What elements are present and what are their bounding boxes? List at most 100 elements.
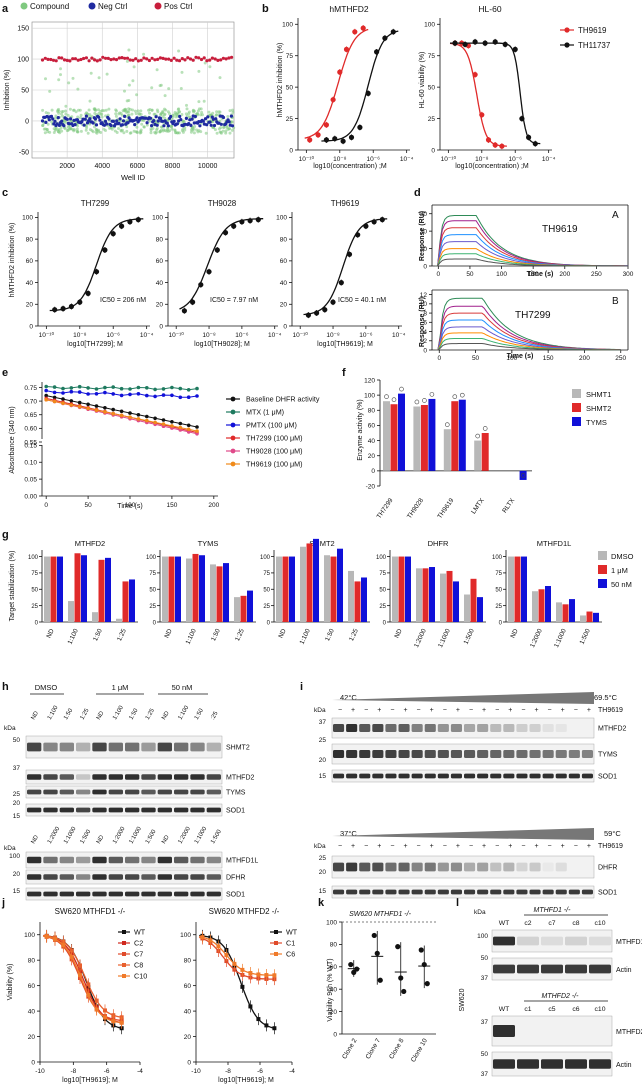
neg-ctrl-point: [178, 114, 182, 119]
blot-h-lane-label: ND: [96, 710, 106, 721]
blot-i-sign-bottom: −: [469, 843, 473, 850]
blot-i-TYMS-band: [359, 750, 371, 758]
blot-i-sign-bottom: −: [417, 843, 421, 850]
blot-l-MTHFD1-band: [517, 936, 539, 946]
blot-i-SOD1-band: [346, 889, 358, 895]
data-point-C10: [86, 992, 91, 997]
neg-ctrl-point: [169, 114, 173, 119]
neg-ctrl-point: [209, 123, 213, 127]
legend-neg: Neg Ctrl: [98, 2, 128, 11]
e-ytick-label: 0.75: [24, 385, 37, 392]
pos-ctrl-point: [117, 56, 121, 60]
blot-i-kda-marker: 15: [319, 773, 327, 780]
bar-DMSO: [324, 555, 330, 622]
blot-h-DFHR-band: [141, 874, 156, 880]
blot-l-cell: SW620: [459, 988, 466, 1011]
blot-i-sign-bottom: −: [495, 843, 499, 850]
blot-i-kda-marker: 25: [319, 737, 327, 744]
blot-l-Actin-2-band: [517, 1059, 539, 1069]
pos-ctrl-point: [73, 57, 77, 61]
compound-point: [87, 108, 91, 112]
data-point-TH7299: [60, 306, 66, 312]
pos-ctrl-point: [172, 56, 176, 60]
blot-h-TYMS-band: [43, 789, 58, 795]
data-point-TH11737: [365, 90, 371, 96]
blot-h-TYMS-band: [59, 789, 74, 795]
pos-ctrl-point: [49, 57, 53, 62]
d2-xtick-label: 0: [437, 355, 441, 362]
neg-ctrl-point: [52, 122, 56, 126]
blot-i-SOD1-band: [385, 889, 397, 895]
k-category-label: Clone 7: [365, 1037, 382, 1060]
pos-ctrl-point: [156, 57, 160, 62]
k-data-point: [424, 981, 430, 987]
compound-point: [48, 130, 52, 134]
d2-ytick-label: 4: [423, 329, 427, 336]
compound-point: [148, 111, 151, 115]
axis-label-c1-x: log10[TH7299]; M: [67, 341, 123, 348]
j2-ytick-label: 20: [184, 1034, 192, 1041]
blot-l-MTHFD1-band: [541, 936, 563, 946]
g-subplot-title-MTHFD2: MTHFD2: [75, 539, 105, 548]
blot-i-MTHFD2-band: [424, 724, 436, 732]
blot-i-TYMS-band: [477, 750, 489, 758]
c3-xtick-label: 10⁻⁶: [359, 332, 373, 339]
compound-point: [150, 108, 154, 112]
bar-50 nM: [405, 556, 411, 622]
pos-ctrl-point: [65, 58, 69, 63]
panel-label-h: h: [2, 681, 9, 693]
compound-point: [150, 86, 154, 90]
blot-h-DFHR-band: [190, 874, 205, 880]
pos-ctrl-point: [106, 56, 110, 61]
compound-point: [113, 129, 117, 133]
chart-j1: SW620 MTHFD1 -/- Viability (%) log10[TH9…: [7, 907, 147, 1084]
blot-h-lane-label: ND: [161, 710, 171, 721]
data-point-TH11737: [502, 41, 508, 48]
d1-xtick-label: 200: [559, 271, 570, 278]
neg-ctrl-point: [155, 123, 159, 127]
compound-point: [122, 131, 126, 135]
blot-h-MTHFD2-band: [27, 774, 42, 780]
g-ytick-label: 50: [263, 588, 270, 594]
data-point-TH11737: [357, 124, 363, 130]
k-data-point: [421, 961, 427, 968]
blot-h-lane-label: 1:25: [80, 707, 91, 721]
data-point-C10: [69, 954, 74, 959]
data-point-C6: [248, 971, 253, 976]
data-point-TH9619: [371, 219, 377, 225]
bar-1 μM: [98, 559, 105, 622]
blot-h-lane-label-bottom: 1:2000: [112, 826, 127, 845]
j2-ytick-label: 0: [187, 1059, 191, 1066]
blot-l-kda-marker: 100: [477, 933, 488, 940]
g-ytick-label: 100: [492, 555, 503, 561]
blot-h-MTHFD2-band: [125, 774, 140, 780]
data-point-TH7299: [119, 223, 125, 229]
compound-point: [117, 112, 121, 116]
b1-xtick-label: 10⁻⁴: [400, 156, 414, 163]
chart-f: Enzyme activity (%) 120100806040200-20TH…: [357, 377, 611, 520]
k-ytick-label: 0: [333, 1031, 337, 1038]
blot-h-SOD1-band: [206, 891, 221, 897]
g-subplot-title-DHFR: DHFR: [428, 539, 449, 548]
blot-i-SOD1-band: [437, 773, 449, 779]
compound-point: [125, 129, 129, 133]
legend-swatch-f: [572, 417, 581, 426]
compound-point: [191, 128, 195, 132]
blot-l-kda-marker-2: 37: [481, 1019, 489, 1026]
neg-ctrl-point: [120, 123, 124, 127]
data-point-TH9619: [315, 132, 321, 138]
data-point-C10: [103, 1015, 107, 1020]
blot-i-kda-marker: 37: [319, 719, 327, 726]
k-ytick-label: 20: [330, 1009, 338, 1016]
compound-point: [117, 127, 120, 130]
blot-h-lane-label-bottom: 1:1000: [129, 826, 144, 845]
blot-h-DFHR-band: [174, 874, 189, 880]
blot-h-lane-label: 1:25: [145, 707, 156, 721]
c3-ytick-label: 20: [280, 302, 288, 309]
bar-50 nM: [521, 556, 527, 622]
blot-i-sign-top: −: [338, 707, 342, 714]
j1-xtick-label: -6: [104, 1068, 110, 1075]
compound-point: [75, 129, 79, 133]
bar-1 μM: [192, 553, 199, 622]
axis-label-j2-x: log10[TH9619]; M: [218, 1077, 274, 1084]
